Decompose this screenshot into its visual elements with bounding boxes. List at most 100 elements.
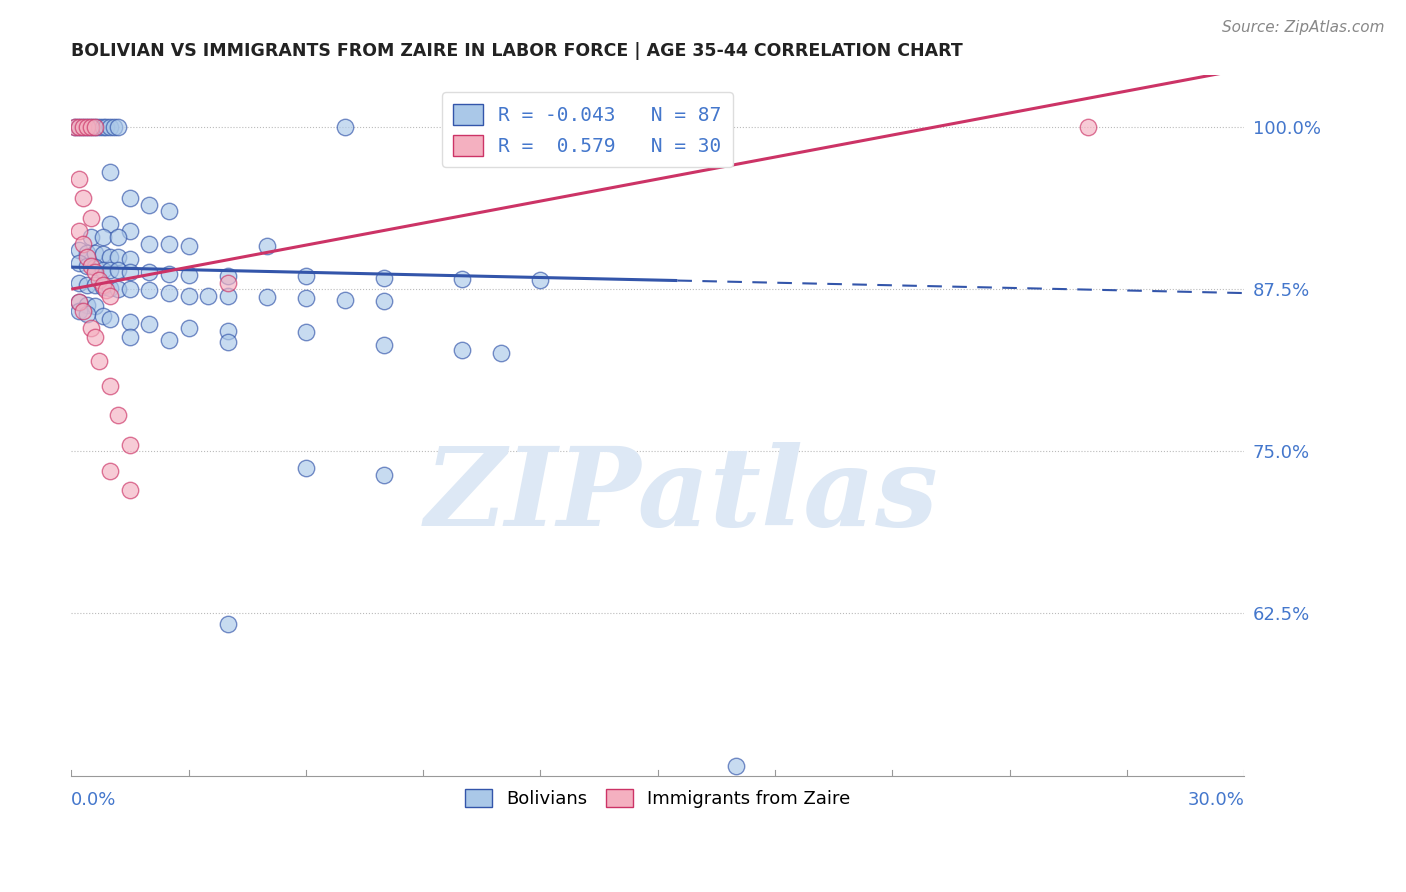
Point bbox=[72, 120, 94, 134]
Point bbox=[98, 250, 121, 264]
Point bbox=[67, 276, 90, 290]
Point bbox=[157, 236, 180, 251]
Point bbox=[98, 165, 121, 179]
Point bbox=[67, 256, 90, 270]
Point bbox=[107, 230, 129, 244]
Point bbox=[118, 252, 141, 267]
Point bbox=[67, 295, 90, 310]
Point bbox=[724, 759, 747, 773]
Point bbox=[80, 321, 103, 335]
Legend: Bolivians, Immigrants from Zaire: Bolivians, Immigrants from Zaire bbox=[458, 781, 858, 815]
Point bbox=[83, 278, 105, 293]
Point bbox=[217, 324, 239, 338]
Point bbox=[91, 310, 114, 324]
Point bbox=[83, 265, 105, 279]
Text: BOLIVIAN VS IMMIGRANTS FROM ZAIRE IN LABOR FORCE | AGE 35-44 CORRELATION CHART: BOLIVIAN VS IMMIGRANTS FROM ZAIRE IN LAB… bbox=[72, 42, 963, 60]
Point bbox=[451, 343, 474, 358]
Point bbox=[67, 244, 90, 258]
Point bbox=[451, 272, 474, 286]
Point bbox=[80, 211, 103, 225]
Point bbox=[72, 120, 94, 134]
Point bbox=[118, 483, 141, 498]
Point bbox=[76, 245, 98, 260]
Point bbox=[138, 317, 160, 331]
Point bbox=[91, 278, 114, 293]
Point bbox=[87, 120, 110, 134]
Point bbox=[256, 239, 278, 253]
Point bbox=[63, 120, 86, 134]
Point bbox=[83, 299, 105, 313]
Point bbox=[67, 304, 90, 318]
Point bbox=[491, 345, 513, 359]
Point bbox=[256, 290, 278, 304]
Point bbox=[177, 268, 200, 282]
Point bbox=[103, 120, 125, 134]
Point bbox=[107, 282, 129, 296]
Point bbox=[80, 120, 103, 134]
Point bbox=[83, 330, 105, 344]
Point bbox=[373, 270, 395, 285]
Point bbox=[72, 191, 94, 205]
Text: 30.0%: 30.0% bbox=[1188, 791, 1244, 809]
Point bbox=[177, 321, 200, 335]
Point bbox=[67, 120, 90, 134]
Point bbox=[72, 304, 94, 318]
Point bbox=[157, 333, 180, 347]
Point bbox=[83, 260, 105, 274]
Point bbox=[98, 218, 121, 232]
Point bbox=[295, 461, 318, 475]
Point bbox=[63, 120, 86, 134]
Point bbox=[80, 259, 103, 273]
Point bbox=[76, 120, 98, 134]
Point bbox=[295, 325, 318, 339]
Point bbox=[107, 120, 129, 134]
Point bbox=[118, 315, 141, 329]
Point bbox=[91, 230, 114, 244]
Point bbox=[80, 120, 103, 134]
Point bbox=[107, 408, 129, 422]
Point bbox=[76, 278, 98, 293]
Point bbox=[76, 298, 98, 312]
Point bbox=[87, 353, 110, 368]
Point bbox=[67, 224, 90, 238]
Point bbox=[98, 288, 121, 302]
Point bbox=[118, 191, 141, 205]
Point bbox=[76, 259, 98, 273]
Point bbox=[217, 288, 239, 302]
Point bbox=[373, 293, 395, 308]
Point bbox=[76, 307, 98, 321]
Point bbox=[83, 120, 105, 134]
Point bbox=[98, 312, 121, 326]
Point bbox=[217, 276, 239, 290]
Text: ZIPatlas: ZIPatlas bbox=[425, 442, 938, 549]
Point bbox=[295, 269, 318, 284]
Point bbox=[157, 204, 180, 219]
Point bbox=[67, 120, 90, 134]
Point bbox=[373, 467, 395, 482]
Point bbox=[98, 262, 121, 277]
Point bbox=[217, 616, 239, 631]
Point bbox=[529, 273, 551, 287]
Point bbox=[91, 247, 114, 261]
Point bbox=[197, 288, 219, 302]
Point bbox=[1077, 120, 1099, 134]
Point bbox=[217, 335, 239, 350]
Text: 0.0%: 0.0% bbox=[72, 791, 117, 809]
Point bbox=[91, 262, 114, 277]
Point bbox=[96, 284, 118, 298]
Point bbox=[72, 236, 94, 251]
Point bbox=[138, 198, 160, 212]
Point bbox=[118, 330, 141, 344]
Point bbox=[118, 224, 141, 238]
Point bbox=[177, 288, 200, 302]
Point bbox=[76, 250, 98, 264]
Point bbox=[607, 120, 630, 134]
Point bbox=[333, 293, 356, 307]
Point bbox=[91, 279, 114, 293]
Point bbox=[98, 120, 121, 134]
Point bbox=[138, 236, 160, 251]
Point bbox=[91, 120, 114, 134]
Point bbox=[80, 230, 103, 244]
Point bbox=[107, 262, 129, 277]
Point bbox=[76, 120, 98, 134]
